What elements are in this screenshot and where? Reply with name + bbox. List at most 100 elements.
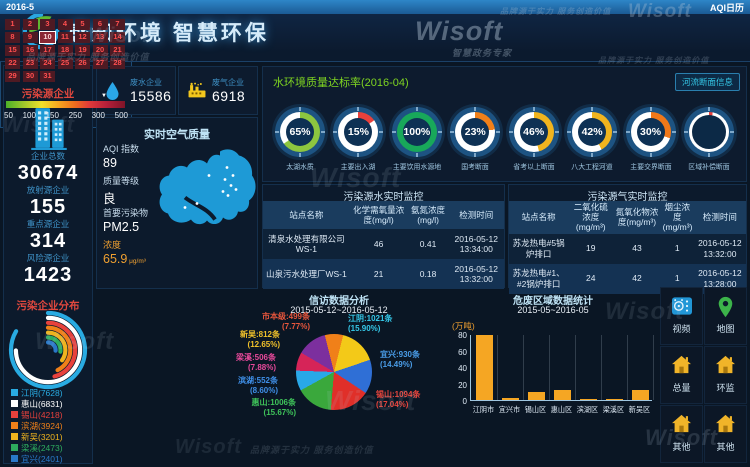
x-tick: 江阴市 — [472, 405, 495, 414]
table-cell: 46 — [373, 238, 384, 249]
table-row[interactable]: 清泉水处理有限公司WS-1 46 0.41 2016-05-12 13:34:00 — [263, 229, 504, 259]
gauge-label: 主要出入湖 — [341, 162, 376, 171]
menu-item-other-1[interactable]: 其他 — [660, 405, 703, 463]
aqi-calendar-panel: 2016-5 AQI日历 1 2 3 4 5 6 7 8 9 10 11 12 13 14 15 16 17 18… — [0, 0, 750, 128]
calendar-day[interactable]: 1 — [5, 19, 20, 30]
calendar-day[interactable]: 10 — [39, 31, 56, 44]
map-pin-icon — [705, 296, 746, 319]
table-cell: 19 — [586, 243, 596, 254]
table-row[interactable]: 苏龙热电#1、#2锅炉排口 24 42 1 2016-05-12 13:28:00 — [509, 263, 746, 294]
gauge: 42% 八大工程河道 — [563, 107, 621, 172]
stat-value: 155 — [29, 196, 67, 218]
calendar-day[interactable]: 25 — [57, 58, 73, 69]
water-monitor-table: 污染源水实时监控 站点名称 化学需氧量浓度(mg/l) 氨氮浓度(mg/l) 检测时间… — [262, 184, 505, 289]
calendar-day[interactable]: 13 — [92, 32, 108, 43]
calendar-day[interactable]: 14 — [110, 32, 125, 43]
menu-item-total[interactable]: 总量 — [660, 346, 703, 404]
menu-item-video[interactable]: 视频 — [660, 287, 703, 345]
calendar-day[interactable]: 15 — [5, 45, 20, 56]
calendar-day[interactable]: 29 — [5, 71, 20, 82]
calendar-day[interactable]: 5 — [75, 19, 90, 30]
table-cell: 苏龙热电#5锅炉排口 — [512, 238, 565, 259]
legend-item: 江阴(7628) — [4, 387, 92, 398]
calendar-day[interactable]: 3 — [40, 19, 55, 30]
calendar-day[interactable]: 12 — [75, 32, 90, 43]
waste-plot — [470, 334, 654, 401]
scale-tick: 100 — [22, 111, 36, 120]
pie-label-pct: (7.77%) — [281, 322, 310, 331]
calendar-day[interactable]: 17 — [40, 45, 55, 56]
gauge: 23% 国考断面 — [446, 107, 504, 172]
card-label: 废水企业 — [130, 78, 162, 87]
pie-label: 滨湖:552条 (8.60%) — [230, 376, 278, 396]
air-stat-label: 浓度 — [103, 240, 122, 250]
stat-value: 1423 — [23, 264, 73, 286]
water-drop-icon — [105, 81, 125, 101]
gauge-tick-icon — [591, 153, 594, 157]
table-cell: 清泉水处理有限公司WS-1 — [268, 233, 345, 254]
menu-item-map[interactable]: 地图 — [704, 287, 747, 345]
distribution-arc — [38, 340, 58, 360]
air-stat-label: AQI 指数 — [103, 144, 140, 154]
calendar-day[interactable]: 20 — [92, 45, 108, 56]
pie-label-name: 市本级:499条 — [261, 312, 310, 321]
table-cell: 苏龙热电#1、#2锅炉排口 — [512, 268, 565, 289]
menu-item-other-2[interactable]: 其他 — [704, 405, 747, 463]
gauge: 65% 太湖水质 — [271, 107, 329, 172]
scale-tick: 300 — [91, 111, 105, 120]
pie-label-name: 江阴:1021条 — [348, 314, 393, 323]
calendar-day[interactable]: 21 — [110, 45, 125, 56]
distribution-arc — [28, 330, 68, 370]
stat-item: 风险源企业 1423 — [4, 252, 92, 286]
gridline — [653, 335, 654, 400]
table-row[interactable]: 山泉污水处理厂WS-1 21 0.18 2016-05-12 13:32:00 — [263, 259, 504, 289]
y-tick: 0 — [462, 397, 467, 406]
calendar-day[interactable]: 31 — [40, 71, 55, 82]
gauge-tick-icon — [299, 107, 301, 111]
scale-tick: 150 — [45, 111, 59, 120]
bar — [605, 398, 623, 400]
calendar-day[interactable]: 11 — [57, 32, 73, 43]
calendar-day[interactable]: 6 — [92, 19, 108, 30]
stat-label: 企业总数 — [30, 151, 65, 161]
bar — [553, 390, 571, 400]
calendar-day[interactable]: 24 — [40, 58, 55, 69]
calendar-day[interactable]: 28 — [110, 58, 125, 69]
calendar-day[interactable]: 4 — [57, 19, 73, 30]
calendar-day[interactable]: 8 — [5, 32, 20, 43]
menu-item-monitor[interactable]: 环监 — [704, 346, 747, 404]
legend-label: 宜兴(2401) — [21, 453, 63, 464]
legend-item: 梁溪(2473) — [4, 442, 92, 453]
calendar-day[interactable]: 9 — [22, 32, 38, 43]
calendar-day[interactable]: 16 — [22, 45, 38, 56]
legend-swatch-icon — [11, 411, 18, 418]
bar — [501, 398, 519, 400]
gauge-value: 65% — [286, 118, 314, 146]
calendar-day[interactable]: 18 — [57, 45, 73, 56]
table-cell: 1 — [674, 243, 680, 254]
stat-label: 风险源企业 — [26, 253, 70, 263]
calendar-day[interactable]: 27 — [92, 58, 108, 69]
calendar-day[interactable]: 22 — [5, 58, 20, 69]
calendar-day[interactable]: 23 — [22, 58, 38, 69]
table-row[interactable]: 苏龙热电#5锅炉排口 19 43 1 2016-05-12 13:32:00 — [509, 233, 746, 264]
menu-label: 环监 — [716, 383, 735, 393]
calendar-day[interactable]: 7 — [110, 19, 125, 30]
gauge: 100% 主要饮用水源地 — [388, 107, 446, 172]
quick-menu: 视频 地图 总量 环监其他 其他 — [660, 287, 747, 463]
river-section-button[interactable]: 河流断面信息 — [674, 73, 740, 91]
pie-label-name: 宜兴:930条 — [380, 350, 421, 359]
table-cell: 43 — [632, 243, 642, 254]
bar — [475, 334, 493, 400]
pie-label-pct: (12.65%) — [247, 340, 280, 349]
table-cell: 山泉污水处理厂WS-1 — [265, 268, 347, 279]
calendar-day[interactable]: 2 — [22, 19, 38, 30]
calendar-day[interactable]: 30 — [22, 71, 38, 82]
calendar-day[interactable]: 26 — [75, 58, 90, 69]
scale-marker-icon: ▼ — [101, 93, 107, 99]
calendar-day[interactable]: 19 — [75, 45, 90, 56]
gauge-value: 15% — [344, 118, 373, 146]
enterprise-cards: 废水企业 15586 废气企业 6918 — [96, 66, 258, 115]
air-stat-value: 良 — [103, 192, 116, 206]
x-tick: 梁溪区 — [602, 405, 625, 414]
